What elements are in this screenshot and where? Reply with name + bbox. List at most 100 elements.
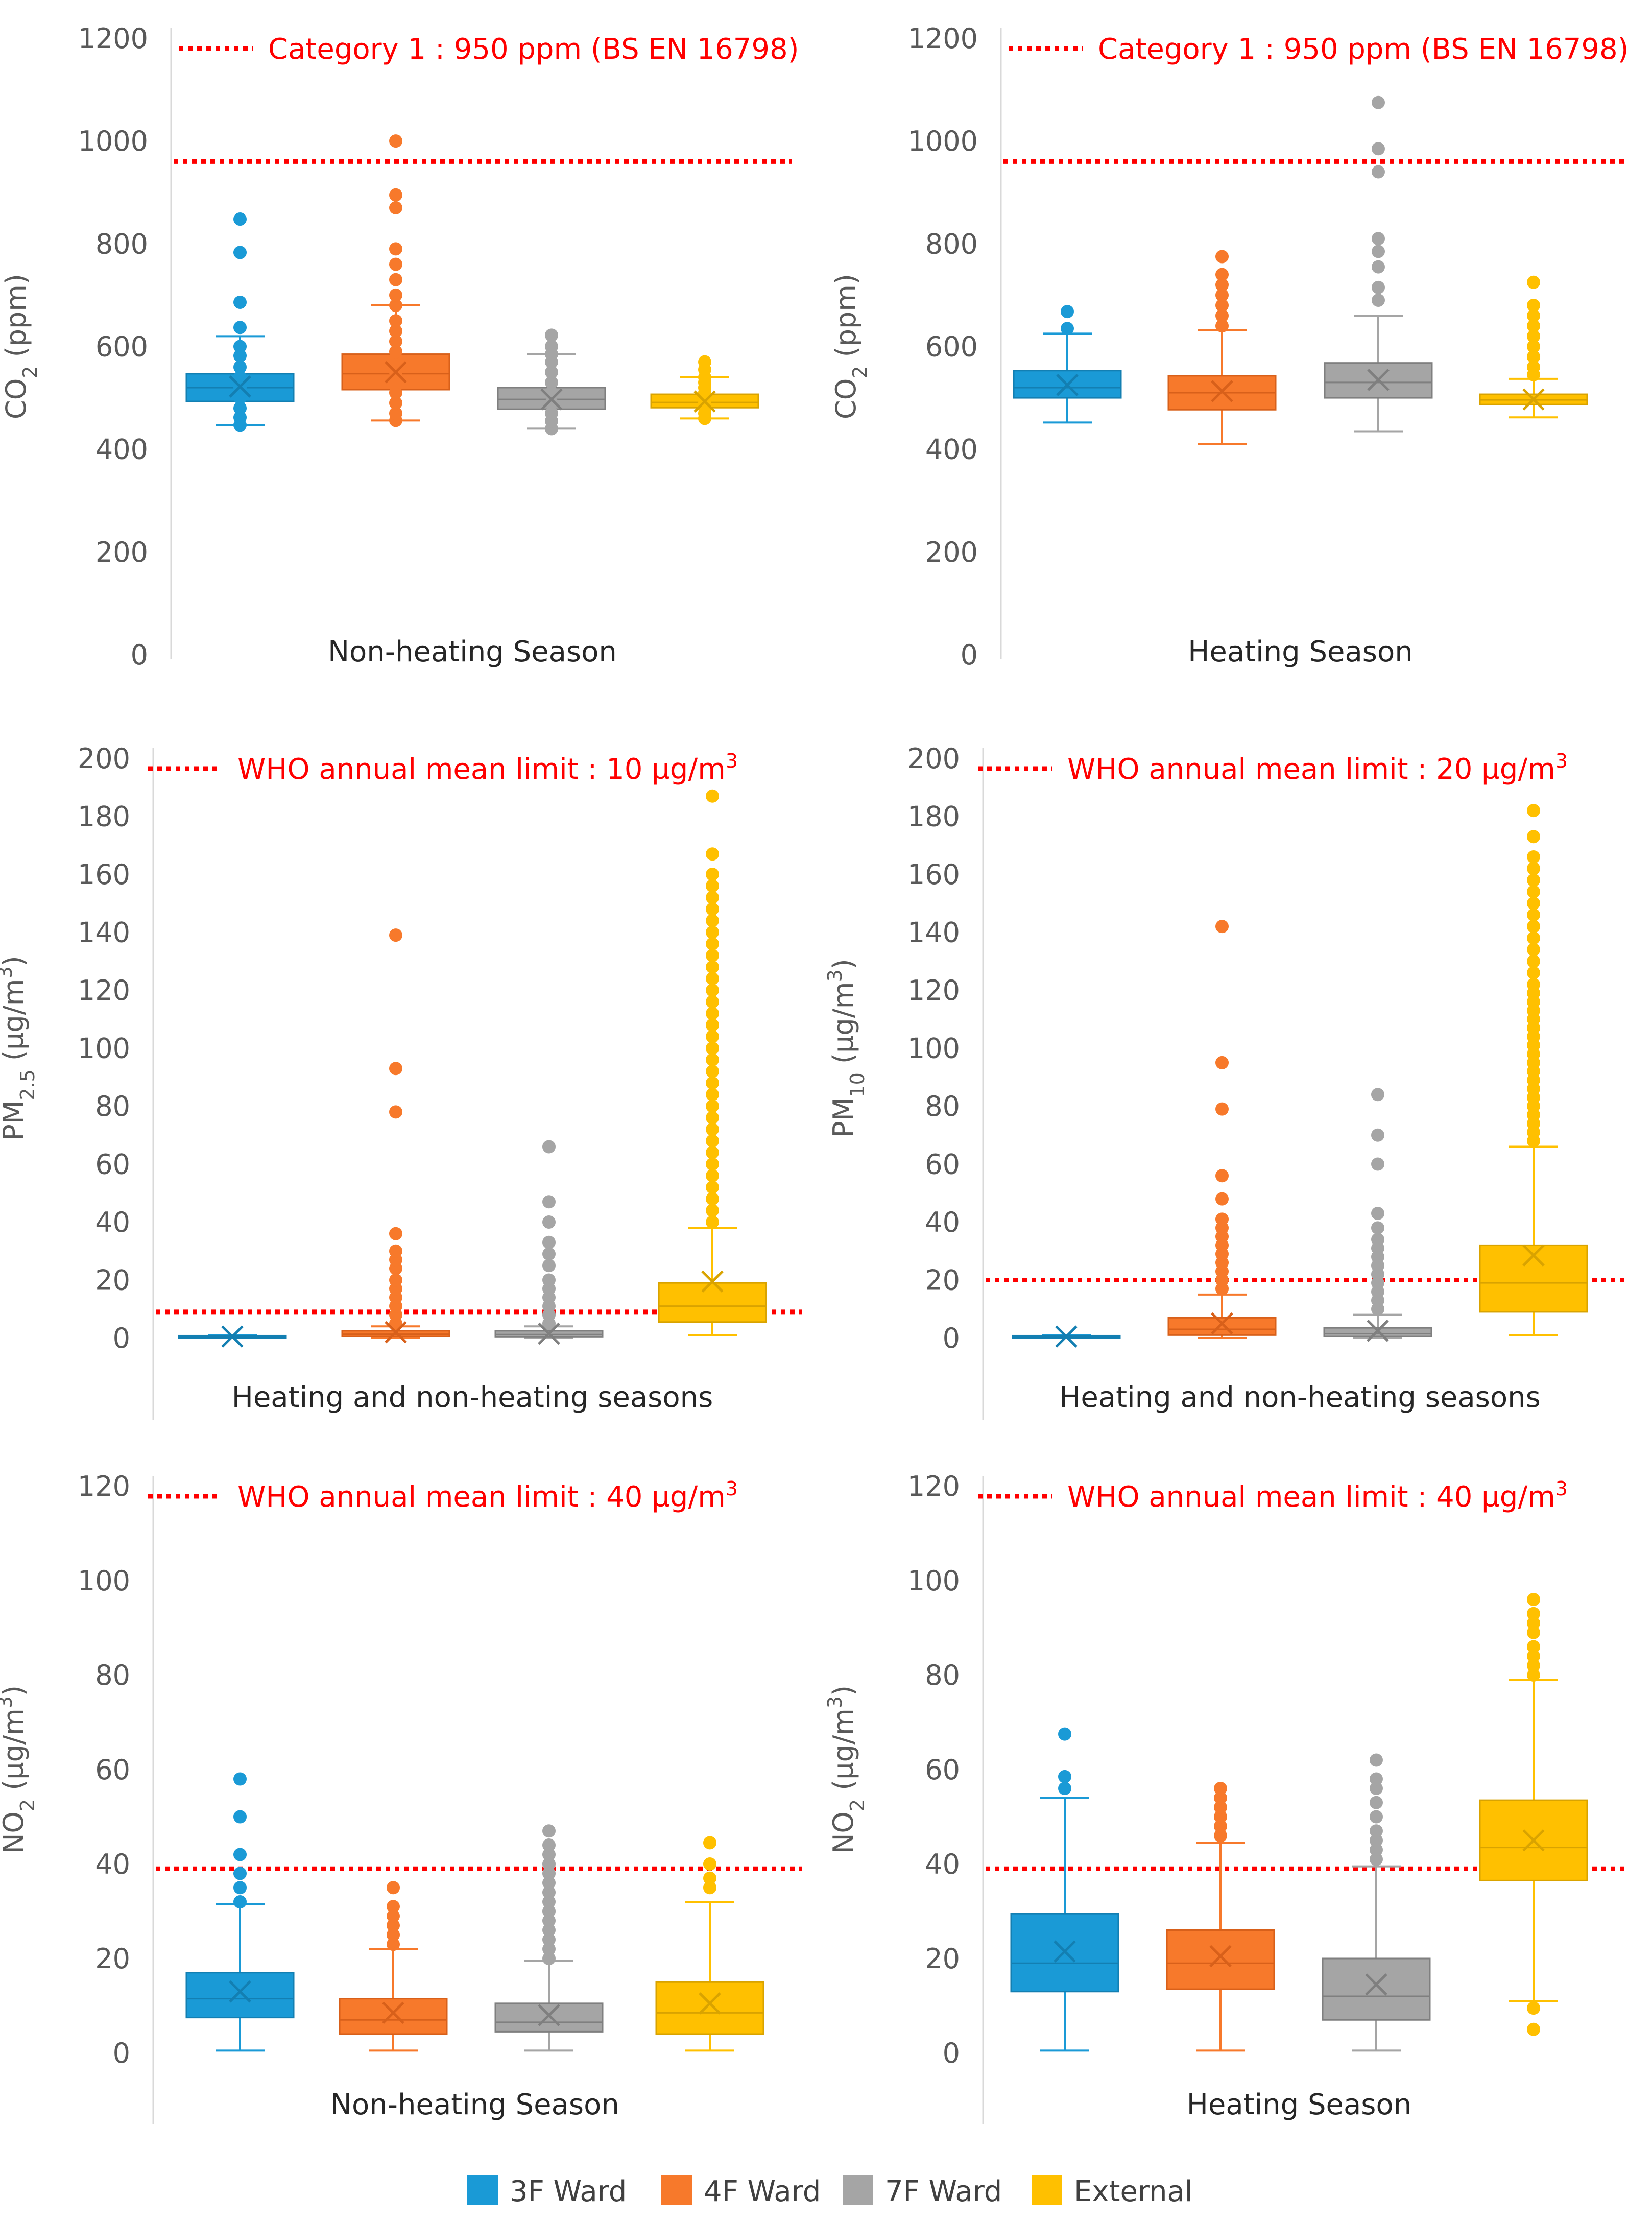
outlier-point — [706, 1041, 719, 1055]
y-axis-label-main: NO — [827, 1811, 859, 1854]
y-axis-label: PM2.5 (µg/m3) — [0, 955, 39, 1141]
outlier-point — [1215, 1102, 1229, 1116]
outlier-point — [387, 1928, 400, 1942]
box-7f-ward — [1322, 1753, 1431, 2052]
y-tick-label: 0 — [113, 1322, 130, 1354]
y-tick-label: 140 — [907, 917, 960, 949]
outlier-point — [542, 1876, 556, 1890]
y-tick-label: 1200 — [908, 22, 978, 55]
reference-label-superscript: 3 — [1555, 750, 1568, 772]
category-axis-label: Non-heating Season — [328, 635, 617, 668]
outlier-point — [1527, 943, 1540, 957]
outlier-point — [233, 391, 247, 405]
y-axis-label-superscript: 3 — [0, 966, 16, 978]
outlier-point — [542, 1838, 556, 1852]
y-tick-label: 40 — [925, 1206, 960, 1238]
y-tick-label: 1000 — [78, 125, 148, 157]
mean-marker — [1522, 1829, 1545, 1852]
y-axis-label-main: CO — [830, 378, 862, 419]
outlier-point — [1061, 305, 1074, 319]
y-tick-label: 1200 — [78, 22, 148, 55]
outlier-point — [389, 1105, 402, 1119]
box-external — [1479, 804, 1588, 1336]
outlier-point — [542, 1933, 556, 1946]
category-axis-label: Heating Season — [1188, 635, 1412, 668]
y-tick-label: 100 — [907, 1033, 960, 1065]
outlier-point — [1370, 1810, 1383, 1824]
outlier-point — [1215, 920, 1229, 934]
y-axis-label-main: PM — [0, 1101, 30, 1141]
outlier-point — [1527, 275, 1540, 289]
outlier-point — [545, 396, 558, 410]
y-tick-label: 20 — [925, 1264, 960, 1297]
y-tick-label: 120 — [78, 1470, 130, 1502]
outlier-point — [1214, 1829, 1227, 1843]
outlier-point — [1527, 1616, 1540, 1630]
outlier-point — [1527, 319, 1540, 333]
outlier-point — [1372, 280, 1385, 294]
box-3f-ward — [185, 1772, 295, 2052]
outlier-point — [1214, 1782, 1227, 1795]
box-iqr — [339, 1998, 448, 2035]
outlier-point — [1372, 260, 1385, 274]
outlier-point — [706, 914, 719, 927]
outlier-point — [542, 1195, 556, 1209]
y-tick-label: 40 — [925, 1848, 960, 1880]
y-axis-label-subscript: 10 — [846, 1072, 869, 1097]
outlier-point — [389, 1244, 402, 1258]
mean-marker — [221, 1325, 244, 1348]
reference-label-text: WHO annual mean limit : 40 µg/m — [237, 1480, 726, 1514]
outlier-point — [542, 1215, 556, 1229]
box-iqr — [1322, 1957, 1431, 2021]
mean-marker — [1056, 374, 1079, 396]
outlier-point — [542, 1259, 556, 1273]
category-axis-label: Heating Season — [1187, 2088, 1411, 2121]
box-external — [655, 1836, 764, 2052]
outlier-point — [1527, 360, 1540, 374]
outlier-point — [706, 1192, 719, 1206]
box-iqr — [655, 1981, 764, 2035]
outlier-point — [542, 1273, 556, 1287]
mean-marker — [538, 2004, 560, 2026]
box-iqr — [1166, 1929, 1275, 1990]
box-iqr — [658, 1282, 767, 1323]
mean-marker — [229, 375, 251, 398]
outlier-point — [1214, 1820, 1227, 1833]
reference-label: WHO annual mean limit : 40 µg/m3 — [237, 1477, 738, 1514]
outlier-point — [706, 902, 719, 916]
y-axis-label-subscript: 2 — [849, 366, 871, 378]
outlier-point — [1527, 309, 1540, 323]
y-tick-label: 20 — [95, 1264, 130, 1297]
box-3f-ward — [185, 212, 295, 432]
outlier-point — [389, 299, 402, 313]
y-tick-label: 60 — [925, 1754, 960, 1786]
y-tick-label: 120 — [78, 974, 130, 1007]
y-axis-label-subscript: 2 — [16, 1799, 39, 1811]
mean-marker — [382, 2001, 404, 2024]
outlier-point — [233, 1810, 247, 1824]
y-axis-label-superscript: 3 — [0, 1696, 16, 1708]
outlier-point — [1215, 299, 1229, 313]
y-tick-label: 120 — [907, 1470, 960, 1502]
outlier-point — [703, 1857, 716, 1871]
box-7f-ward — [497, 328, 606, 436]
outlier-point — [1215, 1212, 1229, 1226]
outlier-point — [1215, 288, 1229, 302]
outlier-point — [706, 1215, 719, 1229]
outlier-point — [706, 1180, 719, 1194]
outlier-point — [389, 396, 402, 410]
outlier-point — [1215, 1056, 1229, 1069]
outlier-point — [1527, 1659, 1540, 1673]
y-tick-label: 200 — [78, 743, 130, 775]
outlier-point — [233, 321, 247, 335]
outlier-point — [703, 1871, 716, 1885]
outlier-point — [706, 868, 719, 881]
box-7f-ward — [494, 1140, 604, 1345]
outlier-point — [1527, 885, 1540, 899]
outlier-point — [1370, 1824, 1383, 1838]
outlier-point — [1215, 309, 1229, 323]
y-axis-label: CO2 (ppm) — [0, 274, 41, 419]
y-axis-label: CO2 (ppm) — [830, 274, 871, 419]
box-3f-ward — [178, 1325, 287, 1348]
